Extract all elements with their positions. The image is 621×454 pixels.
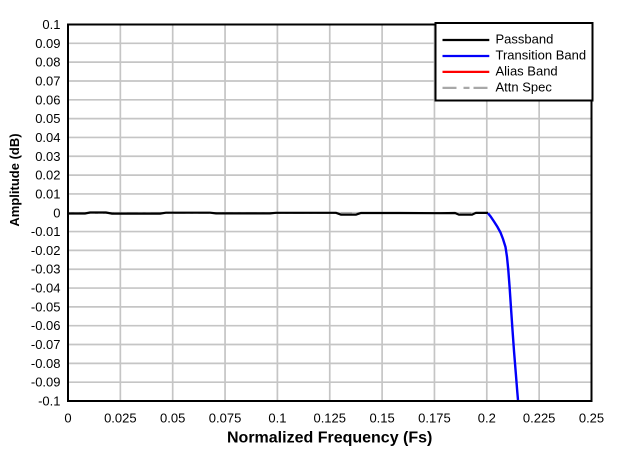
svg-text:Passband: Passband <box>496 32 554 47</box>
svg-text:0.175: 0.175 <box>418 411 451 426</box>
svg-text:0.1: 0.1 <box>42 17 60 32</box>
svg-text:0.1: 0.1 <box>268 411 286 426</box>
svg-text:-0.02: -0.02 <box>31 243 61 258</box>
svg-text:0.06: 0.06 <box>35 92 60 107</box>
svg-text:Transition Band: Transition Band <box>496 48 587 63</box>
svg-text:Attn Spec: Attn Spec <box>496 80 553 95</box>
svg-text:-0.06: -0.06 <box>31 318 61 333</box>
svg-text:-0.04: -0.04 <box>31 281 61 296</box>
svg-text:0.075: 0.075 <box>209 411 242 426</box>
svg-text:-0.03: -0.03 <box>31 262 61 277</box>
svg-text:0: 0 <box>64 411 71 426</box>
svg-text:-0.05: -0.05 <box>31 299 61 314</box>
svg-text:Alias Band: Alias Band <box>496 64 558 79</box>
svg-text:0.2: 0.2 <box>478 411 496 426</box>
svg-text:0.05: 0.05 <box>35 111 60 126</box>
svg-text:-0.1: -0.1 <box>38 394 60 409</box>
svg-text:Amplitude (dB): Amplitude (dB) <box>7 133 22 226</box>
svg-text:0: 0 <box>53 205 60 220</box>
svg-text:0.225: 0.225 <box>523 411 556 426</box>
svg-text:-0.09: -0.09 <box>31 375 61 390</box>
svg-text:0.125: 0.125 <box>313 411 346 426</box>
svg-text:0.04: 0.04 <box>35 130 60 145</box>
svg-text:0.05: 0.05 <box>160 411 185 426</box>
svg-text:0.03: 0.03 <box>35 149 60 164</box>
svg-text:0.25: 0.25 <box>579 411 604 426</box>
svg-text:0.02: 0.02 <box>35 168 60 183</box>
svg-text:0.01: 0.01 <box>35 186 60 201</box>
svg-text:-0.07: -0.07 <box>31 337 61 352</box>
svg-text:0.07: 0.07 <box>35 74 60 89</box>
svg-text:-0.08: -0.08 <box>31 356 61 371</box>
svg-text:0.08: 0.08 <box>35 55 60 70</box>
svg-text:0.15: 0.15 <box>369 411 394 426</box>
svg-text:-0.01: -0.01 <box>31 224 61 239</box>
svg-text:Normalized Frequency (Fs): Normalized Frequency (Fs) <box>227 430 432 447</box>
svg-text:0.025: 0.025 <box>104 411 137 426</box>
svg-text:0.09: 0.09 <box>35 36 60 51</box>
